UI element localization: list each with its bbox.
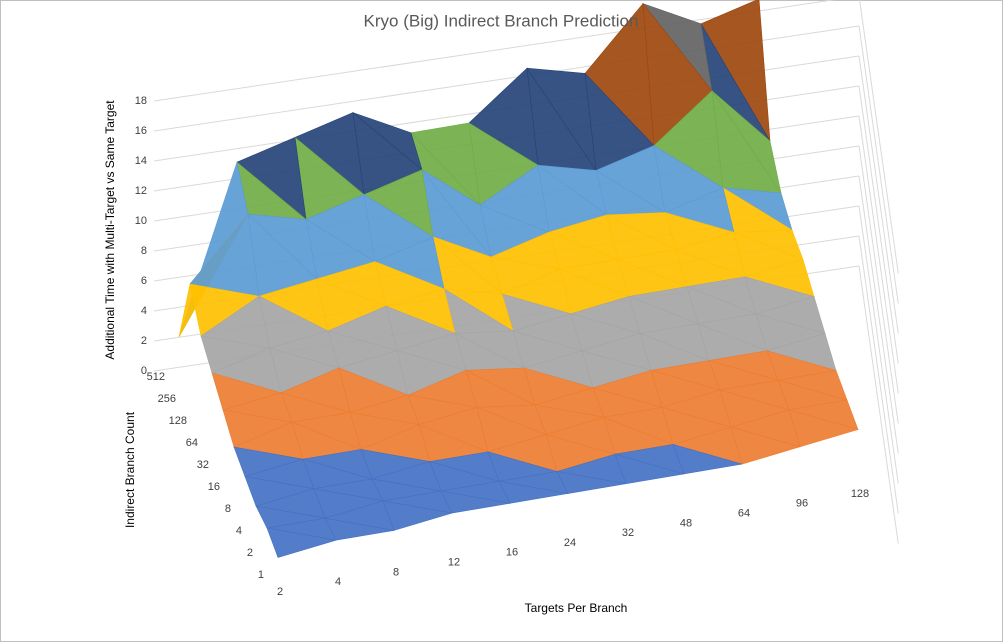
y-tick-label: 1 — [258, 569, 264, 581]
z-tick-label: 14 — [135, 155, 147, 167]
x-tick-label: 12 — [448, 557, 460, 569]
x-tick-label: 128 — [851, 488, 869, 500]
y-tick-label: 16 — [208, 481, 220, 493]
z-tick-label: 16 — [135, 125, 147, 137]
y-tick-label: 64 — [186, 437, 198, 449]
grid-line — [858, 205, 899, 484]
grid-line — [858, 175, 899, 454]
x-tick-label: 32 — [622, 527, 634, 539]
z-tick-label: 8 — [141, 245, 147, 257]
z-tick-label: 0 — [141, 365, 147, 377]
chart-title: Kryo (Big) Indirect Branch Prediction — [364, 11, 639, 30]
y-tick-label: 4 — [236, 525, 242, 537]
grid-line — [858, 115, 899, 394]
x-tick-label: 96 — [796, 498, 808, 510]
x-tick-label: 8 — [393, 566, 399, 578]
grid-line — [859, 0, 899, 274]
labels: 0246810121416182481216243248649612812481… — [135, 95, 869, 598]
x-tick-label: 4 — [335, 576, 341, 588]
y-axis-title: Indirect Branch Count — [123, 411, 137, 528]
y-tick-label: 512 — [147, 371, 165, 383]
z-tick-label: 18 — [135, 95, 147, 107]
x-tick-label: 2 — [277, 586, 283, 598]
z-tick-label: 12 — [135, 185, 147, 197]
z-tick-label: 6 — [141, 275, 147, 287]
grid-line — [858, 265, 899, 544]
z-tick-label: 4 — [141, 305, 147, 317]
y-tick-label: 8 — [225, 503, 231, 515]
grid-line — [858, 145, 899, 424]
grid-line — [858, 25, 899, 304]
grid-line — [858, 55, 899, 334]
y-tick-label: 32 — [197, 459, 209, 471]
z-tick-label: 2 — [141, 335, 147, 347]
y-tick-label: 256 — [158, 393, 176, 405]
grid-line — [858, 85, 899, 364]
x-tick-label: 64 — [738, 508, 750, 520]
grid-line — [858, 235, 899, 514]
z-tick-label: 10 — [135, 215, 147, 227]
x-tick-label: 24 — [564, 537, 576, 549]
z-axis-title: Additional Time with Multi-Target vs Sam… — [103, 100, 117, 360]
y-tick-label: 128 — [169, 415, 187, 427]
x-tick-label: 16 — [506, 547, 518, 559]
x-tick-label: 48 — [680, 517, 692, 529]
surface-facet — [266, 527, 337, 558]
x-axis-title: Targets Per Branch — [525, 601, 628, 615]
y-tick-label: 2 — [247, 547, 253, 559]
surface — [178, 0, 860, 558]
